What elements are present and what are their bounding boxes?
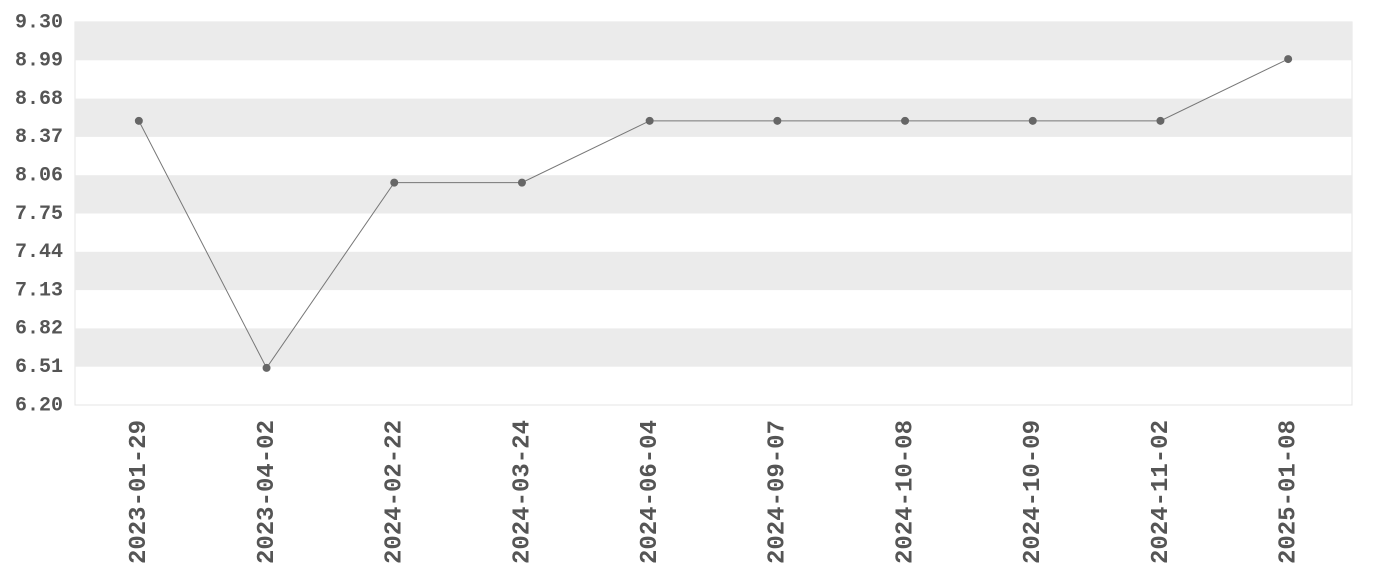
y-tick-label: 6.51 (15, 356, 63, 379)
point (1028, 116, 1037, 125)
y-tick-label: 6.20 (15, 394, 63, 417)
y-tick-label: 7.75 (15, 203, 63, 226)
x-tick-label: 2024-02-22 (382, 420, 409, 564)
y-tick-label: 8.68 (15, 88, 63, 111)
point (390, 178, 399, 187)
point (1156, 116, 1165, 125)
y-tick-label: 8.06 (15, 164, 63, 187)
x-tick-label: 2024-11-02 (1148, 420, 1175, 564)
x-tick-label: 2024-03-24 (509, 420, 536, 564)
y-tick-label: 7.13 (15, 279, 63, 302)
grid-band (75, 328, 1352, 367)
y-tick-label: 8.99 (15, 50, 63, 73)
grid-band (75, 98, 1352, 137)
point (1284, 55, 1293, 64)
point (517, 178, 526, 187)
y-tick-label: 8.37 (15, 126, 63, 149)
point (134, 116, 143, 125)
x-tick-label: 2024-09-07 (765, 420, 792, 564)
grid-band (75, 251, 1352, 291)
y-tick-label: 9.30 (15, 11, 63, 34)
grid-band (75, 175, 1352, 214)
point (773, 116, 782, 125)
x-tick-label: 2024-10-08 (892, 420, 919, 564)
y-tick-label: 6.82 (15, 318, 63, 341)
point (262, 363, 271, 372)
point (901, 116, 910, 125)
line (138, 58, 1289, 369)
x-tick-label: 2023-04-02 (254, 420, 281, 564)
grid-band (75, 22, 1352, 61)
x-tick-label: 2024-06-04 (637, 420, 664, 564)
y-tick-label: 7.44 (15, 241, 63, 264)
x-tick-label: 2023-01-29 (126, 420, 153, 564)
x-tick-label: 2024-10-09 (1020, 420, 1047, 564)
point (645, 116, 654, 125)
x-tick-label: 2025-01-08 (1275, 420, 1302, 564)
